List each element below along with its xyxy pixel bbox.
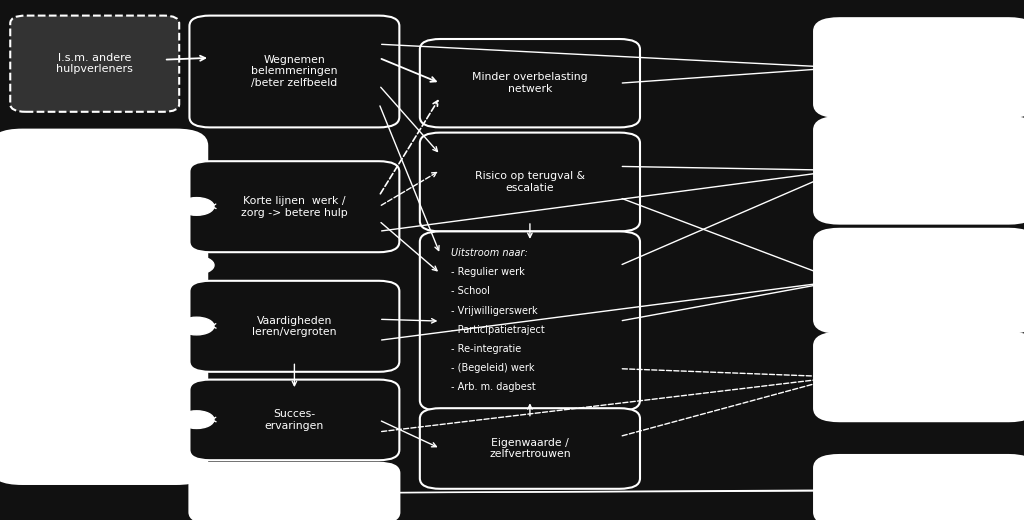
FancyBboxPatch shape (0, 130, 207, 484)
FancyBboxPatch shape (420, 408, 640, 489)
Text: - School: - School (451, 287, 489, 296)
FancyBboxPatch shape (420, 231, 640, 411)
Text: - Arb. m. dagbest: - Arb. m. dagbest (451, 382, 536, 392)
Text: - (Begeleid) werk: - (Begeleid) werk (451, 363, 535, 373)
Text: Risico op terugval &
escalatie: Risico op terugval & escalatie (475, 171, 585, 193)
Text: Uitstroom naar:: Uitstroom naar: (451, 248, 527, 258)
FancyBboxPatch shape (189, 16, 399, 127)
Text: - Vrijwilligerswerk: - Vrijwilligerswerk (451, 306, 538, 316)
Text: Succes-
ervaringen: Succes- ervaringen (265, 409, 324, 431)
Text: Korte lijnen  werk /
zorg -> betere hulp: Korte lijnen werk / zorg -> betere hulp (241, 196, 348, 217)
Text: Wegnemen
belemmeringen
/beter zelfbeeld: Wegnemen belemmeringen /beter zelfbeeld (251, 55, 338, 88)
Text: Eigenwaarde /
zelfvertrouwen: Eigenwaarde / zelfvertrouwen (489, 438, 570, 459)
Text: - Regulier werk: - Regulier werk (451, 267, 524, 277)
FancyBboxPatch shape (814, 117, 1024, 224)
Text: - Participatietraject: - Participatietraject (451, 324, 545, 335)
Circle shape (179, 317, 214, 335)
FancyBboxPatch shape (814, 333, 1024, 421)
FancyBboxPatch shape (189, 161, 399, 252)
Text: Vaardigheden
leren/vergroten: Vaardigheden leren/vergroten (252, 316, 337, 337)
FancyBboxPatch shape (420, 133, 640, 231)
FancyBboxPatch shape (814, 455, 1024, 520)
FancyBboxPatch shape (189, 281, 399, 372)
FancyBboxPatch shape (189, 380, 399, 460)
FancyBboxPatch shape (814, 229, 1024, 333)
FancyBboxPatch shape (814, 18, 1024, 117)
Circle shape (179, 411, 214, 428)
Circle shape (179, 256, 214, 274)
Text: - Re-integratie: - Re-integratie (451, 344, 521, 354)
FancyBboxPatch shape (10, 16, 179, 112)
FancyBboxPatch shape (189, 463, 399, 520)
FancyBboxPatch shape (420, 39, 640, 127)
Circle shape (179, 198, 214, 215)
Text: Minder overbelasting
netwerk: Minder overbelasting netwerk (472, 72, 588, 94)
Text: l.s.m. andere
hulpverleners: l.s.m. andere hulpverleners (56, 53, 133, 74)
